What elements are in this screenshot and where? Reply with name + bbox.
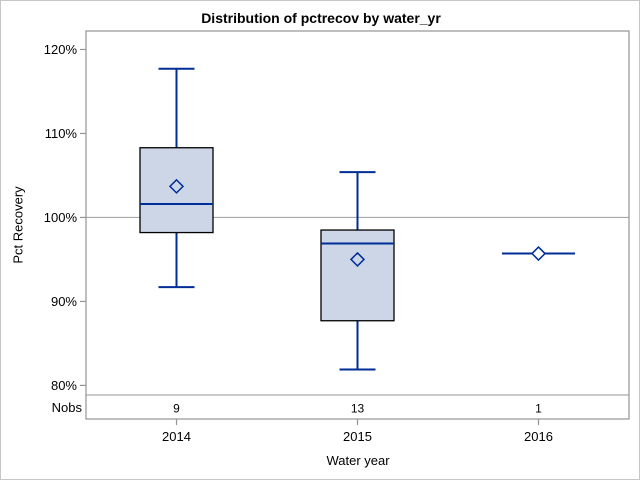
x-axis-title: Water year bbox=[326, 453, 390, 468]
x-tick-label: 2014 bbox=[162, 429, 191, 444]
mean-diamond-marker bbox=[530, 245, 547, 262]
nobs-value: 9 bbox=[173, 402, 180, 416]
chart-title: Distribution of pctrecov by water_yr bbox=[201, 10, 441, 26]
y-axis-title: Pct Recovery bbox=[10, 186, 26, 264]
nobs-value: 13 bbox=[351, 402, 365, 416]
nobs-value: 1 bbox=[535, 402, 542, 416]
iqr-box-2015 bbox=[320, 229, 395, 322]
mean-diamond-marker bbox=[349, 251, 366, 267]
y-tick-label: 80% bbox=[51, 378, 77, 393]
y-tick-label: 100% bbox=[44, 210, 78, 225]
nobs-row-label: Nobs bbox=[51, 399, 82, 415]
x-tick-label: 2015 bbox=[343, 429, 372, 444]
y-tick-label: 90% bbox=[51, 294, 77, 309]
x-tick-label: 2016 bbox=[524, 429, 553, 444]
mean-diamond-marker bbox=[168, 178, 185, 194]
y-tick-label: 110% bbox=[45, 126, 78, 141]
y-tick-label: 120% bbox=[44, 42, 78, 57]
